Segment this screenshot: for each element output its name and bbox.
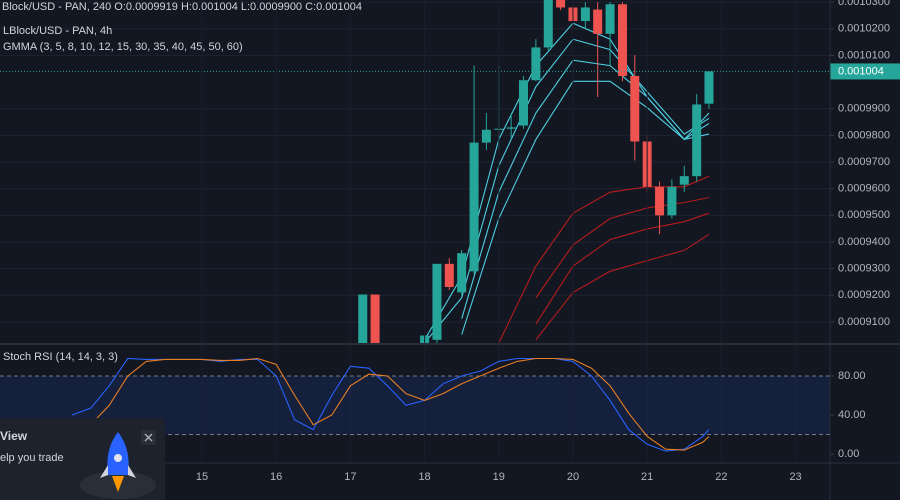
y-tick-label: 0.0010300 [838,0,890,8]
x-tick-label: 23 [789,471,801,483]
y-tick-label: 0.0009400 [838,236,890,248]
candle-body [605,4,615,34]
candle-body [481,129,491,143]
axes: 0.0010300 0.0010200 0.0010100 0.0009900 0.00… [196,0,900,483]
y-tick-label: 0.0009900 [838,103,890,115]
rocket-fins [100,465,136,478]
candle-body [630,75,640,142]
candle-body [556,0,566,8]
candle-body [358,294,368,343]
x-tick-label: 22 [715,471,727,483]
gmma-line [535,212,710,325]
candle-body [543,0,553,48]
candle-body [531,47,541,81]
y-tick-label: 0.0009300 [838,263,890,275]
popup-text: elp you trade [0,452,64,464]
popup[interactable]: View elp you trade [0,418,165,500]
indicator-legend: GMMA (3, 5, 8, 10, 12, 15, 30, 35, 40, 4… [3,41,243,53]
rocket-flame [112,476,124,492]
y-tick-label: 0.0010100 [838,49,890,61]
candle-body [617,4,627,76]
y-tick-label: 0.0009200 [838,289,890,301]
x-tick-label: 19 [493,471,505,483]
candle-body [457,253,467,293]
last-price-tag [830,63,900,80]
rocket-body [107,432,129,475]
y-tick-label: 40.00 [838,409,866,421]
candle-body [667,186,677,216]
price-pane [0,0,830,343]
popup-title: View [0,429,28,443]
close-button[interactable] [141,430,156,445]
gmma-line [461,80,710,335]
close-icon [144,433,153,442]
rocket-window [114,454,122,462]
x-tick-label: 18 [418,471,430,483]
gmma-line [535,233,710,341]
rsi-legend: Stoch RSI (14, 14, 3, 3) [3,351,118,363]
candle-body [580,7,590,22]
x-tick-label: 21 [641,471,653,483]
x-tick-label: 16 [270,471,282,483]
y-tick-label: 0.0009500 [838,209,890,221]
y-tick-label: 0.0009600 [838,183,890,195]
y-tick-label: 0.0009100 [838,316,890,328]
symbol-legend: LBlock/USD - PAN, 4h [3,25,112,37]
candle-body [518,80,528,126]
last-price-label: 0.001004 [838,65,884,77]
candle-body [704,71,714,104]
candle-body [370,294,380,343]
y-tick-label: 0.0009800 [838,129,890,141]
gmma-line [535,196,710,299]
candle-body [692,104,702,177]
gmma-line [461,59,710,319]
candle-body [432,263,442,340]
header: Block/USD - PAN, 240 O:0.0009919 H:0.001… [2,1,362,13]
stoch-line [71,357,710,451]
y-tick-label: 0.00 [838,448,859,460]
candle-body [679,176,689,185]
candle-body [506,127,516,129]
x-tick-label: 20 [567,471,579,483]
y-tick-label: 0.0010200 [838,23,890,35]
candle-body [444,263,454,288]
candle-body [593,9,603,34]
candle-body [469,142,479,272]
x-tick-label: 15 [196,471,208,483]
candle-body [655,186,665,216]
y-tick-label: 0.0009700 [838,156,890,168]
y-tick-label: 80.00 [838,370,866,382]
rocket-icon [80,432,156,499]
x-tick-label: 17 [344,471,356,483]
